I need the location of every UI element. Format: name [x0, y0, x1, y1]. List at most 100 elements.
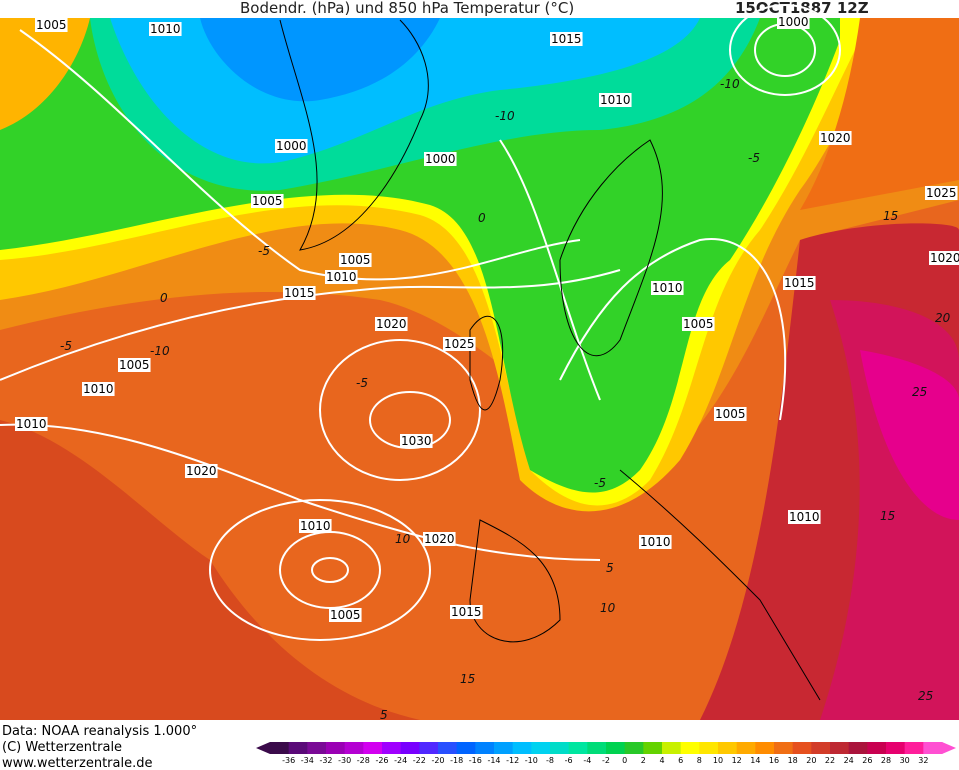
temperature-label: -5 — [594, 476, 606, 490]
isobar-label-box — [819, 131, 852, 145]
colorbar-swatch — [755, 742, 775, 754]
colorbar-label: 30 — [900, 756, 910, 765]
temperature-label: 15 — [883, 209, 898, 223]
temperature-label: 10 — [600, 601, 616, 615]
isobar-label-box — [283, 286, 316, 300]
colorbar-label: 24 — [844, 756, 854, 765]
colorbar-swatch — [419, 742, 439, 754]
colorbar-label: -26 — [375, 756, 388, 765]
isobar-label-box — [325, 270, 358, 284]
colorbar-label: -16 — [469, 756, 482, 765]
isobar-label-box — [82, 382, 115, 396]
colorbar-label: 14 — [750, 756, 760, 765]
colorbar-swatch — [643, 742, 663, 754]
colorbar-swatch — [288, 742, 308, 754]
isobar-label: 1000 — [425, 152, 456, 166]
colorbar-swatch — [680, 742, 700, 754]
colorbar-label: -22 — [413, 756, 426, 765]
isobar-label: 1000 — [778, 15, 809, 29]
isobar-label-box — [925, 186, 958, 200]
isobar-label: 1005 — [340, 253, 371, 267]
colorbar-label: -30 — [338, 756, 351, 765]
colorbar-swatch — [307, 742, 327, 754]
isobar-label-box — [550, 32, 583, 46]
colorbar-label: -8 — [546, 756, 554, 765]
colorbar-label: 22 — [825, 756, 835, 765]
temperature-label: -5 — [258, 244, 270, 258]
colorbar-swatch — [830, 742, 850, 754]
colorbar-label: -36 — [282, 756, 295, 765]
isobar-label-box — [329, 608, 362, 622]
colorbar-swatch — [587, 742, 607, 754]
colorbar-label: -10 — [525, 756, 538, 765]
isobar-label: 1015 — [451, 605, 482, 619]
isobar-label: 1020 — [424, 532, 455, 546]
colorbar-label: 2 — [641, 756, 646, 765]
colorbar-swatch — [550, 742, 570, 754]
temperature-label: 25 — [912, 385, 927, 399]
colorbar-label: -24 — [394, 756, 407, 765]
colorbar-swatch — [923, 742, 943, 754]
isobar-label: 1005 — [36, 18, 67, 32]
colorbar-swatch — [792, 742, 812, 754]
colorbar: -36 -34 -32 -30 -28 -26 -24 -22 -20 -18 -16 -14 -12-… — [256, 742, 956, 765]
colorbar-label: 16 — [769, 756, 779, 765]
temperature-label: 5 — [606, 561, 614, 575]
temperature-label: -5 — [356, 376, 368, 390]
isobar-label: 1010 — [600, 93, 631, 107]
isobar-label: 1010 — [150, 22, 181, 36]
colorbar-label: -20 — [431, 756, 444, 765]
colorbar-label: 18 — [788, 756, 798, 765]
colorbar-swatch — [475, 742, 495, 754]
isobar-label: 1020 — [820, 131, 851, 145]
colorbar-swatch — [699, 742, 719, 754]
colorbar-label: 8 — [697, 756, 702, 765]
isobar-label-box — [682, 317, 715, 331]
isobar-label-box — [35, 18, 68, 32]
temperature-label: -5 — [748, 151, 760, 165]
colorbar-label: 28 — [881, 756, 891, 765]
isobar-label: 1025 — [444, 337, 475, 351]
isobar-label-box — [714, 407, 747, 421]
colorbar-swatch — [363, 742, 383, 754]
colorbar-swatch — [568, 742, 588, 754]
isobar-label: 1020 — [186, 464, 217, 478]
isobar-label: 1010 — [652, 281, 683, 295]
colorbar-swatch — [456, 742, 476, 754]
temperature-labels: -10 -10 -5 -5 0 -5 0 -5 -10 -5 5 10 15 1… — [60, 77, 951, 722]
colorbar-swatch — [382, 742, 402, 754]
temperature-label: 15 — [460, 672, 475, 686]
isobar-label: 1010 — [83, 382, 114, 396]
colorbar-swatch — [904, 742, 924, 754]
colorbar-swatch — [718, 742, 738, 754]
isobar-label-box — [149, 22, 182, 36]
colorbar-label: -4 — [583, 756, 591, 765]
isobar-label-box — [400, 434, 433, 448]
isobar-label-box — [443, 337, 476, 351]
isobar-label-box — [339, 253, 372, 267]
isobar-label-box — [15, 417, 48, 431]
isobar-label: 1025 — [926, 186, 957, 200]
temperature-label: 25 — [918, 689, 933, 703]
colorbar-label: -14 — [487, 756, 500, 765]
colorbar-swatch — [736, 742, 756, 754]
colorbar-arrow — [256, 742, 270, 754]
temperature-label: 5 — [380, 708, 388, 722]
isobar-label-box — [423, 532, 456, 546]
colorbar-label: 12 — [732, 756, 742, 765]
isobar-label: 1015 — [284, 286, 315, 300]
colorbar-label: -32 — [319, 756, 332, 765]
colorbar-label: -18 — [450, 756, 463, 765]
isobar-label-box — [424, 152, 457, 166]
colorbar-label: -28 — [357, 756, 370, 765]
isobar-label: 1015 — [551, 32, 582, 46]
isobar-label-box — [299, 519, 332, 533]
footer-url: www.wetterzentrale.de — [2, 756, 152, 770]
colorbar-swatch — [848, 742, 868, 754]
colorbar-label: -6 — [565, 756, 573, 765]
temperature-field — [0, 18, 959, 720]
isobar-label: 1010 — [789, 510, 820, 524]
isobars — [0, 4, 841, 641]
colorbar-swatch — [494, 742, 514, 754]
